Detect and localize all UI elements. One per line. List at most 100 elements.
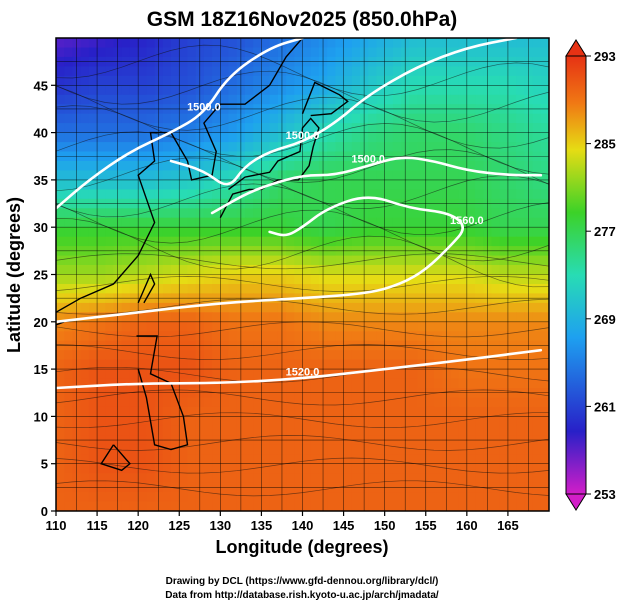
heat-cell <box>97 406 106 417</box>
heat-cell <box>532 302 542 313</box>
heat-cell <box>56 104 65 115</box>
heat-cell <box>507 369 517 380</box>
heat-cell <box>376 501 386 511</box>
heat-cell <box>179 179 189 190</box>
heat-cell <box>351 217 361 228</box>
heat-cell <box>212 47 221 58</box>
heat-cell <box>384 104 394 115</box>
heat-cell <box>483 369 493 380</box>
heat-cell <box>64 302 73 313</box>
heat-cell <box>368 321 377 332</box>
heat-cell <box>327 492 336 503</box>
heat-cell <box>129 227 139 238</box>
heat-cell <box>294 179 304 190</box>
heat-cell <box>351 425 361 436</box>
heat-cell <box>310 179 320 190</box>
heat-cell <box>146 179 156 190</box>
heat-cell <box>203 38 213 49</box>
heat-cell <box>466 132 476 143</box>
heat-cell <box>253 463 262 474</box>
heat-cell <box>466 473 476 484</box>
heat-cell <box>409 492 419 503</box>
heat-cell <box>458 397 468 408</box>
heat-cell <box>516 331 525 342</box>
heat-cell <box>162 463 172 474</box>
heat-cell <box>195 425 205 436</box>
heat-cell <box>253 85 262 96</box>
heat-cell <box>179 463 189 474</box>
heat-cell <box>483 331 493 342</box>
heat-cell <box>187 482 197 493</box>
heat-cell <box>269 378 279 389</box>
heat-cell <box>442 38 451 49</box>
heat-cell <box>228 161 238 172</box>
heat-cell <box>228 132 238 143</box>
heat-cell <box>171 75 180 86</box>
heat-cell <box>409 406 419 417</box>
heat-cell <box>228 94 238 105</box>
heat-cell <box>532 284 542 295</box>
heat-cell <box>88 350 98 361</box>
heat-cell <box>302 302 312 313</box>
heat-cell <box>121 312 131 323</box>
heat-cell <box>458 142 468 153</box>
heat-cell <box>97 255 106 266</box>
heat-cell <box>532 359 542 370</box>
heat-cell <box>220 406 230 417</box>
heat-cell <box>392 104 402 115</box>
heat-cell <box>499 66 509 77</box>
heat-cell <box>302 75 312 86</box>
heat-cell <box>540 113 549 124</box>
heat-cell <box>212 94 221 105</box>
heat-cell <box>236 189 246 200</box>
heat-cell <box>466 85 476 96</box>
heat-cell <box>220 47 230 58</box>
heat-cell <box>138 265 147 276</box>
heat-cell <box>450 492 460 503</box>
heat-cell <box>56 38 65 49</box>
heat-cell <box>220 75 230 86</box>
heat-cell <box>475 284 484 295</box>
heat-cell <box>442 293 451 304</box>
heat-cell <box>220 359 230 370</box>
heat-cell <box>179 236 189 247</box>
heat-cell <box>138 66 147 77</box>
heat-cell <box>483 179 493 190</box>
heat-cell <box>121 406 131 417</box>
heat-cell <box>253 189 262 200</box>
heat-cell <box>121 227 131 238</box>
heat-cell <box>343 378 353 389</box>
heat-cell <box>286 85 295 96</box>
heat-cell <box>409 236 419 247</box>
heat-cell <box>80 47 90 58</box>
heat-cell <box>88 359 98 370</box>
heat-cell <box>236 208 246 219</box>
heat-cell <box>121 47 131 58</box>
heat-cell <box>384 312 394 323</box>
heat-cell <box>138 179 147 190</box>
heat-cell <box>376 217 386 228</box>
heat-cell <box>384 444 394 455</box>
heat-cell <box>376 321 386 332</box>
heat-cell <box>491 94 501 105</box>
heat-cell <box>450 378 460 389</box>
heat-cell <box>335 142 345 153</box>
heat-cell <box>450 293 460 304</box>
heat-cell <box>368 85 377 96</box>
heat-cell <box>269 312 279 323</box>
heat-cell <box>532 75 542 86</box>
heat-cell <box>425 123 435 134</box>
heat-cell <box>228 38 238 49</box>
heat-cell <box>417 473 427 484</box>
heat-cell <box>179 406 189 417</box>
heat-cell <box>97 208 106 219</box>
heat-cell <box>491 170 501 181</box>
heat-cell <box>277 482 287 493</box>
heat-cell <box>335 66 345 77</box>
heat-cell <box>129 406 139 417</box>
heat-cell <box>368 161 377 172</box>
heat-cell <box>351 293 361 304</box>
heat-cell <box>335 132 345 143</box>
heat-cell <box>425 132 435 143</box>
heat-cell <box>97 75 106 86</box>
